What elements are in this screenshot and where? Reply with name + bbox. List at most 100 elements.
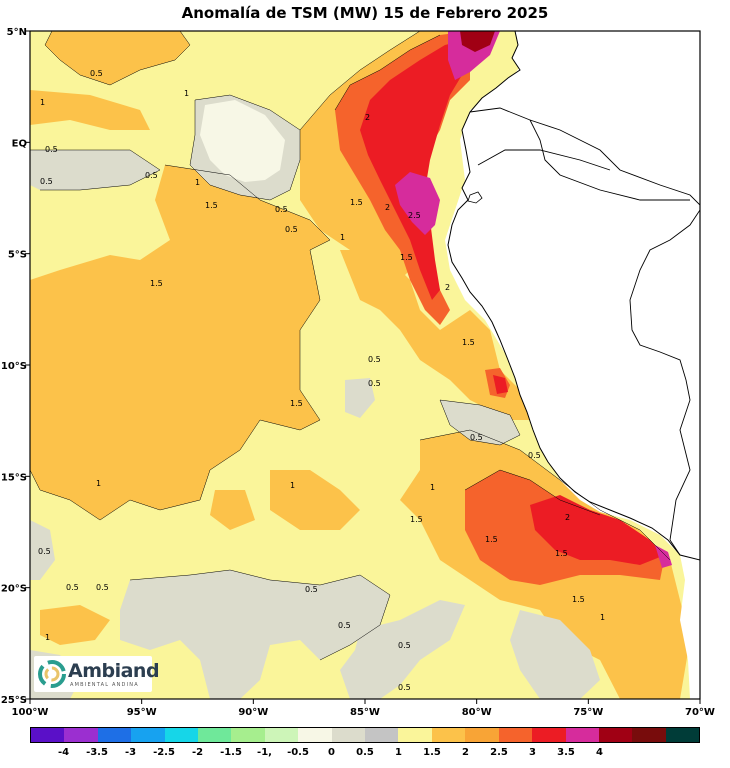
colorbar-segment: [365, 728, 399, 742]
contour-label: 0.5: [368, 355, 381, 364]
contour-label: 0.5: [528, 451, 541, 460]
contour-label: 0.5: [470, 433, 483, 442]
y-tick-label: EQ: [12, 138, 27, 149]
contour-label: 1: [195, 178, 200, 187]
contour-label: 0.5: [285, 225, 298, 234]
contour-label: 0.5: [66, 583, 79, 592]
colorbar-segment: [565, 728, 599, 742]
contour-label: 0.5: [275, 205, 288, 214]
contour-label: 1: [430, 483, 435, 492]
x-tick-label: 95°W: [127, 707, 157, 718]
colorbar-segment: [298, 728, 332, 742]
colorbar-label: 3.5: [557, 747, 575, 758]
contour-label: 1: [290, 481, 295, 490]
contour-lines: [30, 31, 671, 661]
anomaly-region-near-zero: [200, 100, 285, 182]
colorbar-label: -3.5: [86, 747, 108, 758]
x-axis-ticks: 100°W 95°W 90°W 85°W 80°W 75°W 70°W: [12, 699, 715, 718]
colorbar-label: -3: [124, 747, 137, 758]
contour-label: 1.5: [400, 253, 413, 262]
colorbar-segment: [632, 728, 666, 742]
colorbar-label: -1,: [257, 747, 272, 758]
contour-label: 1.5: [572, 595, 585, 604]
colorbar-segment: [131, 728, 165, 742]
x-tick-label: 80°W: [462, 707, 492, 718]
x-tick-label: 90°W: [238, 707, 268, 718]
colorbar-label: 3: [529, 747, 536, 758]
y-axis-ticks: 5°N EQ 5°S 10°S 15°S 20°S 25°S: [1, 27, 30, 706]
colorbar-segment: [97, 728, 132, 742]
colorbar-label: 1.5: [423, 747, 441, 758]
x-tick-label: 100°W: [12, 707, 49, 718]
x-tick-label: 85°W: [350, 707, 380, 718]
contour-label: 2: [565, 513, 570, 522]
contour-label: 1.5: [350, 198, 363, 207]
colorbar-segment: [431, 728, 466, 742]
colorbar-label: 4: [596, 747, 603, 758]
colorbar-segment: [331, 728, 366, 742]
contour-label: 0.5: [398, 683, 411, 692]
contour-label: 0.5: [145, 171, 158, 180]
colorbar-label: -4: [57, 747, 70, 758]
contour-label: 0.5: [338, 621, 351, 630]
colorbar-labels: -4 -3.5 -3 -2.5 -2 -1.5 -1, -0.5 0 0.5 1 1.5 2 2.5 3 3.…: [30, 747, 700, 761]
colorbar-segment: [498, 728, 533, 742]
contour-label: 2: [445, 283, 450, 292]
contour-label: 1.5: [150, 279, 163, 288]
contour-label: 2: [365, 113, 370, 122]
y-tick-label: 15°S: [1, 472, 27, 483]
anomaly-regions-2-2.5: [360, 40, 665, 565]
anomaly-region-3-3.5: [460, 31, 495, 52]
colorbar-segment: [264, 728, 299, 742]
y-tick-label: 10°S: [1, 361, 27, 372]
contour-label: 0.5: [96, 583, 109, 592]
contour-label: 2: [385, 203, 390, 212]
colorbar-segment: [665, 728, 700, 742]
contour-label: 0.5: [40, 177, 53, 186]
colorbar-segment: [31, 728, 65, 742]
contour-label: 2.5: [408, 211, 421, 220]
ambiand-logo-icon: [38, 660, 66, 688]
contour-label: 0.5: [368, 379, 381, 388]
colorbar-segment: [231, 728, 265, 742]
country-borders: [469, 107, 700, 556]
colorbar-label: -2.5: [153, 747, 175, 758]
contour-label: 1.5: [410, 515, 423, 524]
logo-wordmark: Ambiand: [68, 660, 160, 682]
colorbar-segment: [532, 728, 566, 742]
colorbar-label: 0: [328, 747, 335, 758]
contour-label: 1.5: [290, 399, 303, 408]
colorbar-segment: [598, 728, 633, 742]
contour-label: 0.5: [305, 585, 318, 594]
map-title: Anomalía de TSM (MW) 15 de Febrero 2025: [181, 4, 549, 22]
x-tick-label: 75°W: [573, 707, 603, 718]
south-america-land: [447, 31, 700, 561]
colorbar-label: 2.5: [490, 747, 508, 758]
contour-label: 0.5: [38, 547, 51, 556]
contour-label: 1: [45, 633, 50, 642]
y-tick-label: 20°S: [1, 584, 27, 595]
x-tick-label: 70°W: [685, 707, 715, 718]
logo-tagline: AMBIENTAL ANDINA: [70, 682, 139, 688]
contour-label: 1.5: [205, 201, 218, 210]
colorbar-segment: [398, 728, 432, 742]
contour-label: 1: [96, 479, 101, 488]
colorbar-label: -0.5: [287, 747, 309, 758]
colorbar-segment: [465, 728, 499, 742]
contour-labels: 0.5 0.5 0.5 0.5 0.5 0.5 0.5 0.5 0.5 0.5 …: [38, 69, 605, 692]
contour-label: 1.5: [485, 535, 498, 544]
y-tick-label: 5°S: [8, 250, 27, 261]
contour-label: 1: [600, 613, 605, 622]
contour-label: 0.5: [45, 145, 58, 154]
contour-label: 0.5: [398, 641, 411, 650]
y-tick-label: 25°S: [1, 695, 27, 706]
colorbar-label: -2: [191, 747, 204, 758]
colorbar: [30, 727, 700, 743]
colorbar-label: 0.5: [356, 747, 374, 758]
colorbar-segment: [164, 728, 199, 742]
ambiand-logo: Ambiand AMBIENTAL ANDINA: [34, 656, 160, 692]
colorbar-label: 2: [462, 747, 469, 758]
galapagos-island: [467, 191, 483, 204]
contour-label: 1: [340, 233, 345, 242]
